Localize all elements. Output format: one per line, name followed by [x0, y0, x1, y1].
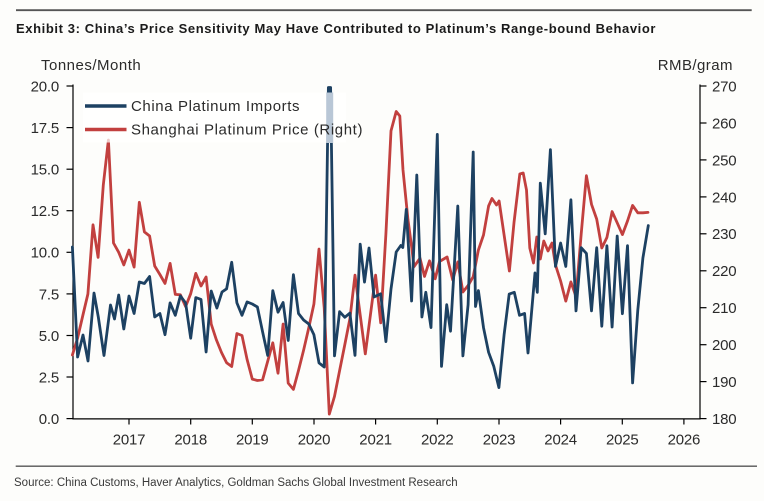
svg-text:2018: 2018	[174, 432, 207, 449]
svg-text:20.0: 20.0	[31, 78, 59, 95]
svg-text:2025: 2025	[606, 432, 639, 449]
svg-text:2023: 2023	[483, 432, 516, 449]
svg-text:12.5: 12.5	[31, 203, 59, 220]
svg-text:240: 240	[712, 189, 736, 206]
svg-text:10.0: 10.0	[31, 245, 59, 262]
svg-text:200: 200	[712, 337, 736, 354]
svg-text:230: 230	[712, 226, 736, 243]
svg-text:2024: 2024	[544, 432, 577, 449]
svg-text:7.5: 7.5	[39, 286, 59, 303]
svg-text:250: 250	[712, 152, 736, 169]
svg-text:220: 220	[712, 263, 736, 280]
svg-text:2022: 2022	[421, 432, 454, 449]
svg-text:Source: China Customs, Haver A: Source: China Customs, Haver Analytics, …	[14, 477, 458, 489]
svg-text:15.0: 15.0	[31, 162, 59, 179]
svg-text:Shanghai Platinum Price (Right: Shanghai Platinum Price (Right)	[131, 122, 363, 139]
svg-text:2019: 2019	[236, 432, 269, 449]
svg-text:2021: 2021	[359, 432, 392, 449]
svg-text:Tonnes/Month: Tonnes/Month	[41, 57, 141, 74]
svg-text:2.5: 2.5	[39, 369, 59, 386]
svg-text:5.0: 5.0	[39, 328, 59, 345]
svg-text:2017: 2017	[113, 432, 146, 449]
svg-text:180: 180	[712, 411, 736, 428]
svg-text:China Platinum Imports: China Platinum Imports	[131, 98, 300, 115]
svg-text:260: 260	[712, 115, 736, 132]
svg-text:RMB/gram: RMB/gram	[658, 57, 733, 74]
svg-text:2026: 2026	[668, 432, 701, 449]
svg-text:210: 210	[712, 300, 736, 317]
svg-text:17.5: 17.5	[31, 120, 59, 137]
svg-text:Exhibit 3: China’s Price Sensi: Exhibit 3: China’s Price Sensitivity May…	[16, 21, 656, 36]
svg-text:0.0: 0.0	[39, 411, 59, 428]
svg-text:190: 190	[712, 374, 736, 391]
svg-text:270: 270	[712, 78, 736, 95]
svg-text:2020: 2020	[298, 432, 331, 449]
